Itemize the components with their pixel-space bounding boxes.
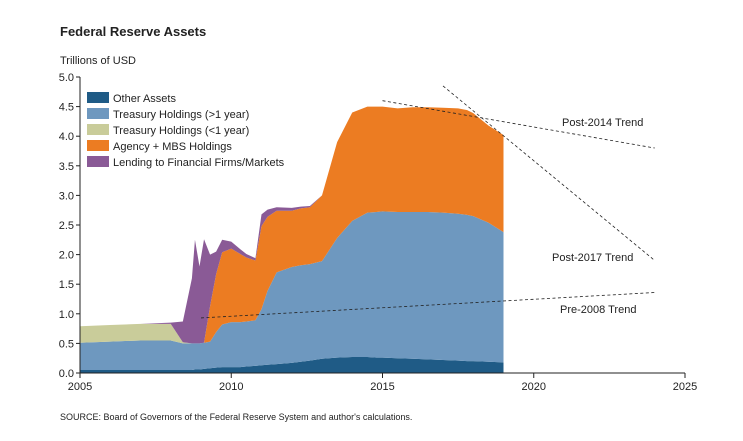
stacked-areas (80, 106, 504, 373)
y-tick-label: 3.5 (59, 161, 74, 173)
legend-label: Other Assets (113, 93, 176, 105)
y-tick-label: 0.0 (59, 368, 74, 380)
x-tick-label: 2005 (68, 381, 92, 393)
x-tick-label: 2025 (673, 381, 697, 393)
area-other-assets (80, 357, 504, 373)
chart-title: Federal Reserve Assets (60, 24, 207, 39)
y-tick-label: 4.5 (59, 102, 74, 114)
legend-swatch (87, 140, 109, 151)
trend-label: Post-2014 Trend (562, 117, 643, 129)
y-axis-label: Trillions of USD (60, 55, 136, 67)
legend-swatch (87, 124, 109, 135)
legend: Other Assets Treasury Holdings (>1 year) T… (84, 88, 306, 170)
trend-line-post-2014-trend (382, 100, 655, 149)
y-tick-label: 4.0 (59, 131, 74, 143)
y-tick-label: 5.0 (59, 72, 74, 84)
y-tick-label: 0.5 (59, 338, 74, 350)
legend-swatch (87, 108, 109, 119)
x-tick-label: 2020 (522, 381, 546, 393)
y-tick-label: 2.5 (59, 220, 74, 232)
area-agency-mbs-holdings (80, 106, 504, 344)
legend-label: Treasury Holdings (>1 year) (113, 109, 249, 121)
legend-label: Lending to Financial Firms/Markets (113, 157, 285, 169)
trend-lines (200, 85, 656, 319)
trend-label: Post-2017 Trend (552, 252, 633, 264)
legend-label: Treasury Holdings (<1 year) (113, 125, 249, 137)
x-tick-label: 2010 (219, 381, 243, 393)
trend-label: Pre-2008 Trend (560, 304, 636, 316)
axes: 0.0 0.5 1.0 1.5 2.0 2.5 3.0 3.5 4.0 4.5 5.0 2005 201… (59, 72, 698, 393)
legend-swatch (87, 92, 109, 103)
trend-line-post-2017-trend (442, 85, 656, 261)
source-note: SOURCE: Board of Governors of the Federa… (60, 412, 413, 422)
legend-background (84, 88, 306, 170)
area-treasury-holdings-1-year (80, 211, 504, 371)
trend-annotations: Pre-2008 Trend Post-2014 Trend Post-2017 T… (552, 117, 643, 316)
y-tick-label: 3.0 (59, 190, 74, 202)
x-tick-label: 2015 (370, 381, 394, 393)
legend-swatch (87, 156, 109, 167)
trend-line-pre-2008-trend (200, 292, 655, 319)
y-tick-label: 1.5 (59, 279, 74, 291)
y-tick-label: 2.0 (59, 250, 74, 262)
area-treasury-holdings-1-year (80, 211, 504, 344)
y-tick-label: 1.0 (59, 309, 74, 321)
legend-label: Agency + MBS Holdings (113, 141, 232, 153)
